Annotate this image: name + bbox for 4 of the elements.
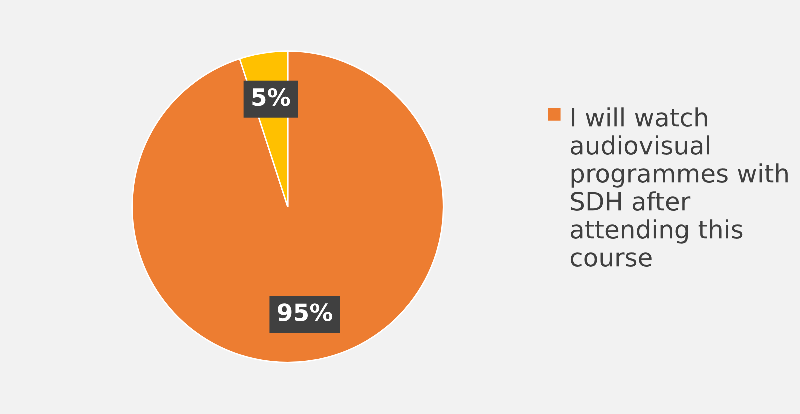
pie-slice <box>132 50 444 364</box>
legend-label: I will watch audiovisual programmes with SDH after attending this course <box>570 108 788 267</box>
data-label: 5% <box>252 88 290 106</box>
data-label: 95% <box>278 304 333 322</box>
